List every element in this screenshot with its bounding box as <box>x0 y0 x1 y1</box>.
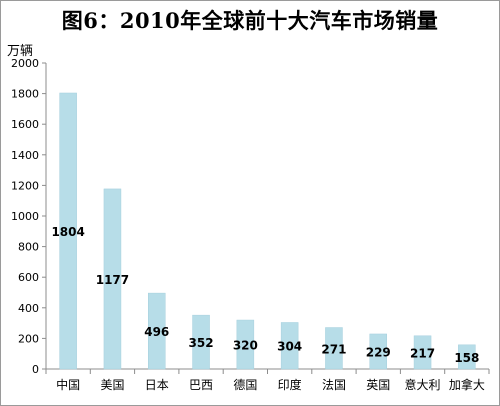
data-label: 158 <box>454 351 479 365</box>
x-category-label: 加拿大 <box>449 377 485 392</box>
x-category-label: 日本 <box>145 378 169 392</box>
y-tick-label: 1600 <box>11 118 39 131</box>
y-tick-label: 200 <box>18 332 39 345</box>
y-tick-label: 1800 <box>11 88 39 101</box>
data-label: 304 <box>277 340 302 354</box>
x-category-label: 英国 <box>366 378 390 392</box>
x-category-label: 法国 <box>322 378 346 392</box>
data-label: 1804 <box>51 225 84 239</box>
x-category-label: 意大利 <box>405 377 441 392</box>
y-tick-label: 1200 <box>11 179 39 192</box>
data-label: 1177 <box>96 273 129 287</box>
chart-title: 图6：2010年全球前十大汽车市场销量 <box>61 8 439 33</box>
x-category-label: 美国 <box>100 378 124 392</box>
bar <box>59 92 77 370</box>
data-label: 320 <box>233 339 258 353</box>
data-label: 352 <box>189 336 214 350</box>
bar <box>413 335 432 370</box>
y-tick-label: 800 <box>18 241 39 254</box>
bar <box>458 344 476 370</box>
x-category-label: 德国 <box>233 377 257 392</box>
bar <box>192 314 210 370</box>
data-label: 217 <box>410 346 435 360</box>
x-category-label: 巴西 <box>189 378 213 392</box>
y-tick-label: 2000 <box>11 57 39 70</box>
bar <box>369 333 387 370</box>
y-tick-label: 400 <box>18 302 39 315</box>
data-label: 271 <box>321 342 346 356</box>
x-category-label: 印度 <box>278 377 302 392</box>
bar <box>103 188 122 370</box>
y-axis-unit-label: 万辆 <box>7 44 33 59</box>
y-tick-label: 0 <box>32 363 39 376</box>
x-category-label: 中国 <box>56 377 80 392</box>
bar <box>148 292 166 370</box>
y-tick-label: 600 <box>18 271 39 284</box>
y-tick-label: 1000 <box>11 210 39 223</box>
bar <box>325 327 343 370</box>
data-label: 496 <box>144 325 169 339</box>
y-tick-label: 1400 <box>11 149 39 162</box>
bar <box>280 322 299 370</box>
data-label: 229 <box>366 345 391 359</box>
bar <box>236 319 255 370</box>
